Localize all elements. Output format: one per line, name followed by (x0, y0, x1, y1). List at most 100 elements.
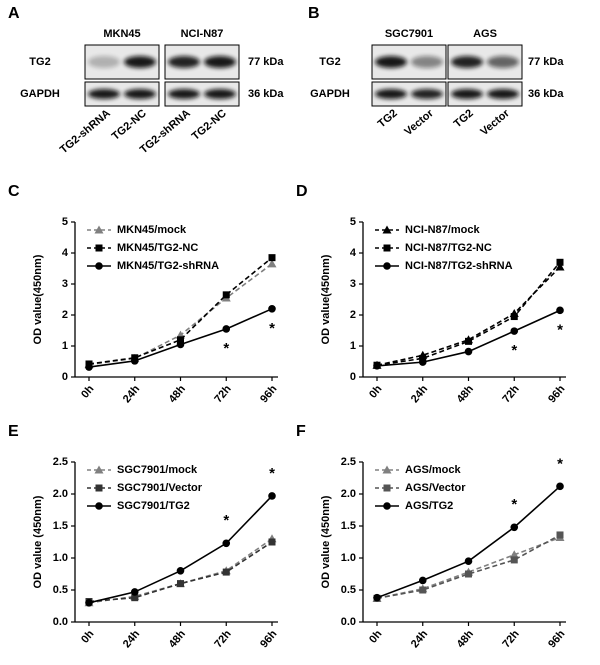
marker (510, 313, 518, 321)
series-line (376, 534, 561, 600)
column-label: AGS (473, 28, 497, 40)
annotation: * (223, 512, 229, 529)
legend-label: NCI-N87/TG2-NC (405, 242, 492, 254)
y-tick-label: 5 (350, 216, 356, 228)
y-tick-label: 0.0 (53, 616, 68, 628)
blot-band (168, 56, 200, 68)
legend-label: MKN45/TG2-shRNA (117, 260, 219, 272)
series-line (88, 257, 273, 365)
y-tick-label: 2.5 (53, 456, 68, 468)
y-axis-label: OD value (450nm) (32, 495, 44, 588)
blot-band (124, 89, 156, 99)
marker (222, 291, 230, 299)
panel-letter: E (8, 423, 19, 440)
y-tick-label: 1.0 (53, 552, 68, 564)
panel-letter: F (296, 423, 306, 440)
marker (177, 336, 184, 344)
blot-band (375, 89, 407, 99)
marker (373, 593, 381, 602)
row-label: GAPDH (20, 88, 60, 100)
x-tick-label: 48h (167, 383, 189, 405)
blot-band (451, 89, 483, 99)
marker (556, 306, 564, 315)
marker (95, 502, 103, 510)
y-tick-label: 1 (62, 340, 68, 352)
y-tick-label: 1.0 (341, 552, 356, 564)
marker (509, 550, 519, 559)
annotation: * (269, 320, 275, 337)
blot-band (124, 56, 156, 68)
row-label: TG2 (319, 56, 340, 68)
marker (465, 337, 472, 345)
y-tick-label: 2.0 (53, 488, 68, 500)
marker (418, 358, 427, 366)
x-tick-label: 48h (455, 628, 477, 650)
y-tick-label: 0.5 (53, 584, 68, 596)
blot-band (88, 89, 120, 99)
x-tick-label: 48h (167, 628, 189, 650)
y-tick-label: 5 (62, 216, 68, 228)
y-tick-label: 1.5 (341, 520, 356, 532)
y-tick-label: 3 (62, 278, 68, 290)
y-tick-label: 0.0 (341, 616, 356, 628)
y-tick-label: 3 (350, 278, 356, 290)
x-tick-label: 96h (546, 383, 568, 405)
legend-label: MKN45/TG2-NC (117, 242, 198, 254)
lane-label: TG2 (452, 107, 476, 130)
marker (418, 576, 427, 585)
legend-label: MKN45/mock (117, 224, 187, 236)
y-axis-label: OD value(450nm) (320, 254, 332, 344)
y-axis-label: OD value (450nm) (320, 495, 332, 588)
blot-band (411, 56, 443, 68)
x-tick-label: 24h (121, 383, 143, 405)
y-tick-label: 4 (62, 247, 69, 259)
marker (383, 262, 391, 270)
marker (85, 363, 93, 371)
marker (176, 340, 185, 349)
marker (268, 538, 276, 546)
marker (555, 262, 565, 271)
x-tick-label: 96h (546, 628, 568, 650)
y-tick-label: 4 (350, 247, 357, 259)
blot-band (204, 89, 236, 99)
x-tick-label: 72h (500, 628, 522, 650)
marker (556, 258, 564, 266)
lane-label: Vector (402, 107, 436, 138)
panel-letter: B (308, 5, 320, 22)
lane-label: Vector (478, 107, 512, 138)
legend-label: AGS/mock (405, 464, 462, 476)
y-tick-label: 0 (350, 371, 356, 383)
y-tick-label: 0.5 (341, 584, 356, 596)
legend-label: SGC7901/Vector (117, 482, 203, 494)
x-tick-label: 0h (367, 383, 385, 401)
annotation: * (557, 455, 563, 472)
marker (94, 465, 104, 474)
marker (464, 347, 473, 356)
blot-band (375, 56, 407, 68)
y-tick-label: 2.5 (341, 456, 356, 468)
y-tick-label: 2 (350, 309, 356, 321)
marker (130, 588, 139, 596)
marker (131, 594, 139, 602)
x-tick-label: 0h (367, 628, 385, 646)
x-tick-label: 24h (409, 628, 431, 650)
panel-letter: C (8, 183, 20, 200)
marker (268, 254, 276, 262)
size-label: 77 kDa (248, 56, 284, 68)
marker (510, 556, 518, 564)
x-tick-label: 96h (258, 383, 280, 405)
marker (95, 244, 103, 252)
legend-label: NCI-N87/mock (405, 224, 480, 236)
marker (95, 262, 103, 270)
size-label: 77 kDa (528, 56, 564, 68)
marker (464, 557, 473, 565)
lane-label: TG2 (376, 107, 400, 130)
panel-letter: A (8, 5, 20, 22)
marker (222, 539, 231, 548)
panel-letter: D (296, 183, 308, 200)
column-label: SGC7901 (385, 28, 433, 40)
row-label: TG2 (29, 56, 50, 68)
legend-label: SGC7901/TG2 (117, 500, 190, 512)
marker (383, 244, 391, 252)
